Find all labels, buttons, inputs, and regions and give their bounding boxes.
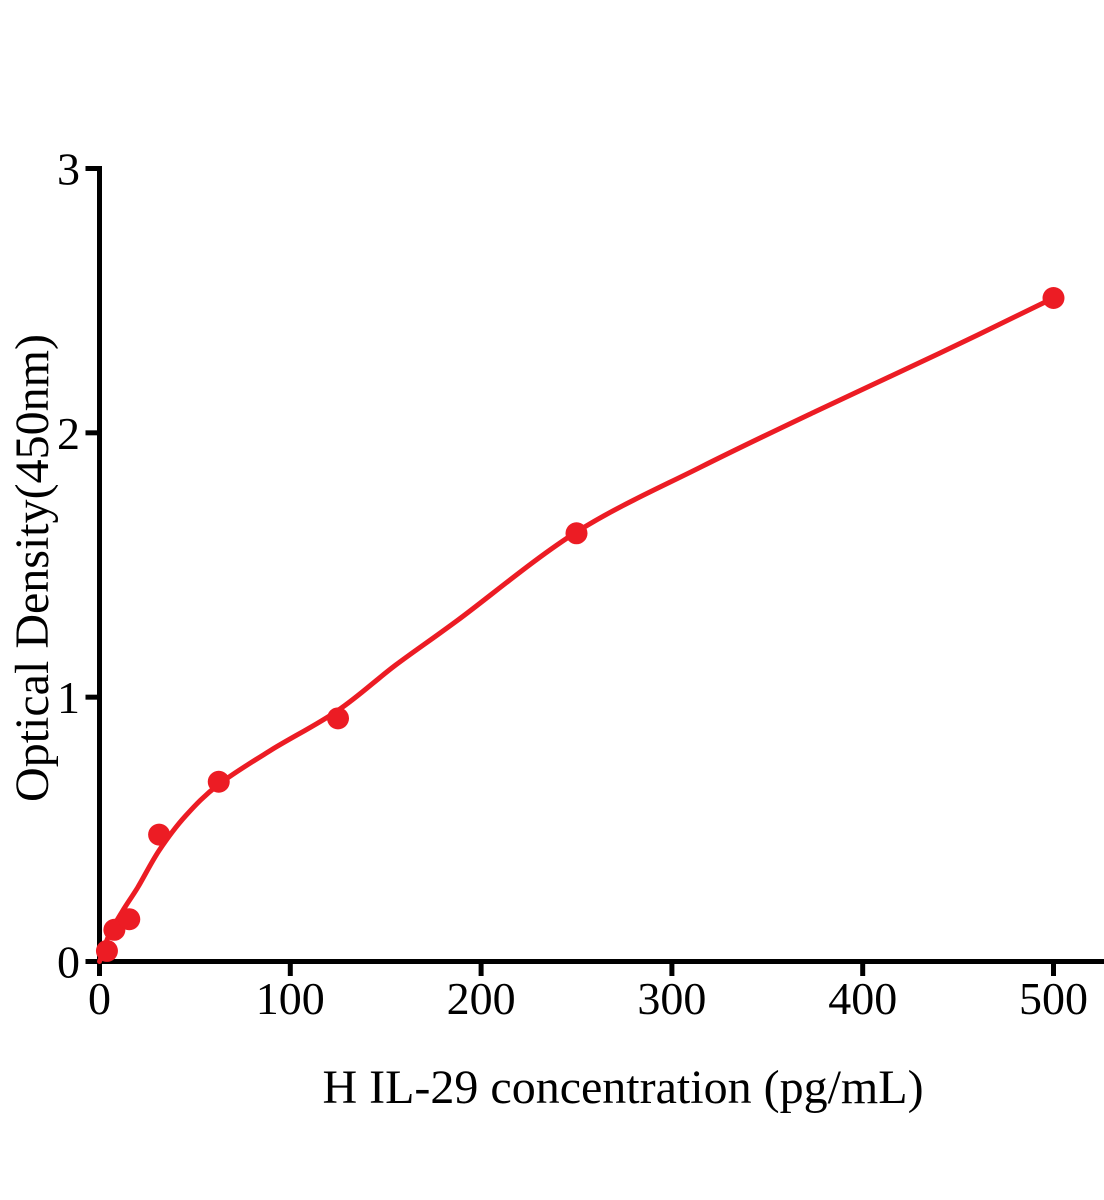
x-tick-label: 200: [447, 973, 516, 1024]
x-tick-label: 300: [637, 973, 706, 1024]
data-point: [327, 707, 349, 730]
data-point: [118, 908, 141, 931]
data-point: [148, 823, 171, 846]
x-tick-label: 100: [256, 973, 325, 1024]
x-tick-label: 0: [88, 973, 111, 1024]
y-tick-label: 3: [57, 144, 80, 195]
y-tick-label: 2: [57, 408, 80, 459]
y-tick-label: 1: [57, 672, 80, 723]
y-axis-title: Optical Density(450nm): [6, 334, 59, 802]
x-tick-label: 500: [1019, 973, 1088, 1024]
y-tick-label: 0: [57, 937, 80, 988]
data-point: [1042, 287, 1065, 310]
x-tick-label: 400: [828, 973, 897, 1024]
data-point: [95, 939, 118, 962]
data-point: [207, 770, 230, 793]
fitted-curve-line: [97, 295, 1056, 964]
x-axis-title: H IL-29 concentration (pg/mL): [322, 1061, 924, 1114]
data-point: [565, 522, 588, 545]
